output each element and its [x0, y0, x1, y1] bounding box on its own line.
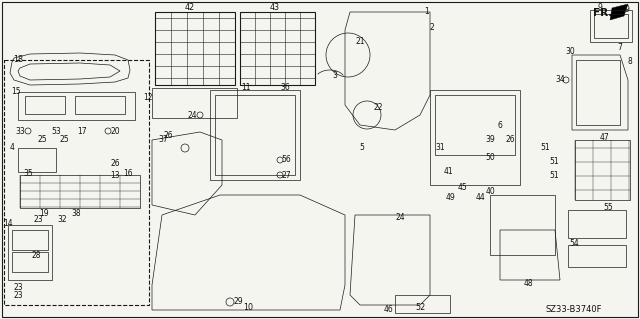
Text: 14: 14	[3, 219, 13, 228]
Text: 26: 26	[110, 159, 120, 167]
Text: 28: 28	[31, 251, 41, 261]
Text: 26: 26	[163, 130, 173, 139]
Text: 11: 11	[241, 84, 251, 93]
Text: 37: 37	[158, 136, 168, 145]
Bar	[12, 230, 48, 250]
Text: 55: 55	[603, 204, 613, 212]
Text: 53: 53	[51, 128, 61, 137]
Bar	[215, 95, 295, 175]
Text: 24: 24	[187, 110, 197, 120]
Bar	[18, 148, 56, 172]
Bar	[435, 95, 515, 155]
Bar	[568, 245, 626, 267]
Text: 56: 56	[281, 155, 291, 165]
Text: 27: 27	[281, 170, 291, 180]
Text: 54: 54	[569, 240, 579, 249]
Text: 49: 49	[445, 194, 455, 203]
Text: SZ33-B3740F: SZ33-B3740F	[545, 306, 602, 315]
Text: 13: 13	[110, 170, 120, 180]
Text: 46: 46	[383, 306, 393, 315]
Text: 23: 23	[13, 284, 23, 293]
Bar	[576, 60, 620, 125]
Text: 4: 4	[10, 144, 15, 152]
Text: 23: 23	[33, 216, 43, 225]
Bar	[590, 10, 632, 42]
Bar	[395, 295, 450, 313]
Text: 23: 23	[13, 291, 23, 300]
Text: 40: 40	[485, 188, 495, 197]
Text: 16: 16	[123, 168, 133, 177]
Bar	[75, 96, 125, 114]
Text: 31: 31	[435, 144, 445, 152]
Bar	[152, 88, 237, 118]
Text: 25: 25	[59, 136, 69, 145]
Text: 22: 22	[373, 103, 383, 113]
Polygon shape	[610, 4, 628, 20]
Text: 41: 41	[443, 167, 453, 176]
Bar	[4, 60, 149, 305]
Text: 3: 3	[333, 70, 337, 79]
Text: 48: 48	[523, 279, 533, 288]
Text: 8: 8	[628, 57, 632, 66]
Text: 25: 25	[37, 136, 47, 145]
Text: 9: 9	[625, 4, 629, 13]
Text: 7: 7	[618, 43, 623, 53]
Text: 19: 19	[39, 209, 49, 218]
Text: 32: 32	[57, 216, 67, 225]
Bar	[568, 210, 626, 238]
Bar	[25, 96, 65, 114]
Text: 47: 47	[599, 133, 609, 143]
Text: 35: 35	[23, 168, 33, 177]
Text: 6: 6	[497, 121, 502, 130]
Text: 39: 39	[485, 136, 495, 145]
Text: 9: 9	[598, 4, 602, 12]
Text: FR.: FR.	[593, 8, 612, 18]
Text: 43: 43	[270, 4, 280, 12]
Text: 51: 51	[540, 144, 550, 152]
Text: 51: 51	[549, 170, 559, 180]
Bar	[12, 252, 48, 272]
Bar	[594, 14, 628, 38]
Text: 17: 17	[77, 128, 87, 137]
Bar	[210, 90, 300, 180]
Text: 51: 51	[549, 158, 559, 167]
Text: 12: 12	[143, 93, 153, 102]
Text: 18: 18	[13, 56, 23, 64]
Text: 15: 15	[11, 86, 21, 95]
Text: 36: 36	[280, 84, 290, 93]
Text: 34: 34	[555, 76, 565, 85]
Text: 26: 26	[505, 136, 515, 145]
Text: 5: 5	[360, 144, 364, 152]
Text: 21: 21	[355, 38, 365, 47]
Text: 42: 42	[185, 4, 195, 12]
Text: 45: 45	[457, 183, 467, 192]
Text: 38: 38	[71, 209, 81, 218]
Text: 20: 20	[110, 128, 120, 137]
Text: 10: 10	[243, 302, 253, 311]
Text: 2: 2	[429, 24, 435, 33]
Text: 50: 50	[485, 153, 495, 162]
Text: 1: 1	[424, 8, 429, 17]
Text: 52: 52	[415, 303, 425, 313]
Text: 29: 29	[233, 298, 243, 307]
Text: 44: 44	[475, 194, 485, 203]
Text: 30: 30	[565, 48, 575, 56]
Text: 24: 24	[395, 213, 405, 222]
Text: 33: 33	[15, 128, 25, 137]
